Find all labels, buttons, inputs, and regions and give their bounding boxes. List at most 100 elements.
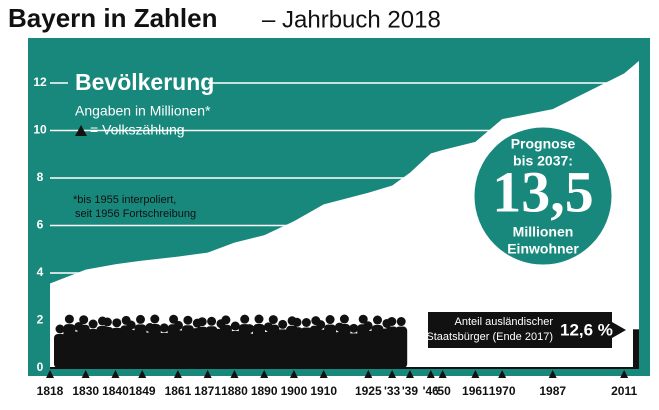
x-tick-mark	[173, 370, 182, 378]
chart-title: Bayern in Zahlen	[8, 3, 218, 33]
x-tick-mark	[46, 370, 54, 378]
footnote: seit 1956 Fortschreibung	[75, 208, 196, 220]
person-head	[245, 324, 255, 334]
y-tick-label: 10	[33, 123, 47, 137]
heading-bg	[68, 70, 208, 98]
person-head	[102, 317, 112, 327]
person-body	[148, 324, 161, 368]
y-tick-label: 4	[37, 265, 44, 279]
person-body	[205, 326, 218, 368]
person-head	[197, 317, 207, 327]
share-pointer	[612, 322, 626, 338]
person-head	[301, 318, 311, 328]
x-tick-mark	[438, 370, 447, 378]
x-tick-label: 2011	[611, 384, 637, 398]
person-body	[181, 325, 194, 368]
person-body	[324, 324, 337, 368]
person-body	[291, 327, 303, 368]
person-head	[136, 314, 145, 324]
person-body	[63, 324, 76, 368]
heading: Bevölkerung	[75, 69, 214, 95]
person-head	[207, 316, 217, 326]
person-body	[77, 324, 90, 368]
x-tick-label: 1840	[102, 384, 129, 398]
person-head	[325, 315, 335, 325]
x-tick-mark	[364, 370, 373, 378]
x-tick-mark	[260, 370, 269, 378]
person-body	[158, 332, 171, 368]
person-head	[174, 320, 183, 330]
forecast-text: bis 2037:	[513, 153, 573, 169]
x-tick-mark	[138, 370, 147, 378]
forecast-value: 13,5	[492, 159, 594, 224]
person-body	[54, 334, 66, 368]
share-bar	[633, 329, 639, 368]
person-body	[243, 333, 256, 368]
person-head	[230, 321, 240, 331]
area	[50, 60, 639, 368]
forecast-text: Millionen	[513, 224, 574, 240]
person-body	[125, 330, 138, 368]
person-body	[395, 326, 408, 368]
person-head	[88, 319, 98, 329]
person-body	[87, 329, 100, 368]
x-tick-label: 1871	[194, 384, 221, 398]
person-head	[55, 324, 65, 334]
x-tick-mark	[289, 370, 298, 378]
x-tick-mark	[620, 370, 629, 378]
person-head	[79, 315, 89, 325]
forecast-circle	[471, 124, 615, 268]
x-tick-label: 1961	[462, 384, 489, 398]
person-body	[338, 324, 351, 368]
person-body	[347, 333, 360, 368]
person-body	[276, 329, 289, 368]
person-head	[254, 314, 264, 324]
person-head	[169, 314, 179, 324]
x-tick-label: 1830	[72, 384, 99, 398]
person-head	[183, 315, 193, 325]
person-body	[253, 324, 265, 368]
person-head	[126, 320, 136, 330]
person-head	[112, 318, 122, 328]
person-head	[363, 321, 373, 331]
person-head	[387, 316, 397, 326]
person-head	[64, 314, 74, 324]
legend-triangle	[75, 125, 87, 136]
legend-note: = Volkszählung	[90, 122, 185, 138]
x-tick-label: 1987	[539, 384, 566, 398]
person-body	[172, 330, 185, 368]
x-tick-mark	[319, 370, 328, 378]
x-tick-mark	[388, 370, 397, 378]
person-body	[314, 329, 327, 368]
y-tick-label: 6	[37, 218, 44, 232]
y-tick-label: 0	[37, 360, 44, 374]
person-head	[396, 317, 406, 327]
x-tick-label: '46	[423, 384, 440, 398]
x-tick-mark	[405, 370, 414, 378]
person-body	[362, 330, 375, 368]
share-label: Anteil ausländischer	[455, 316, 554, 328]
chart-subtitle: – Jahrbuch 2018	[262, 6, 441, 33]
x-tick-label: 1818	[37, 384, 64, 398]
x-tick-label: '39	[402, 384, 419, 398]
person-head	[316, 320, 326, 330]
person-body	[229, 331, 242, 368]
x-tick-mark	[471, 370, 480, 378]
person-body	[267, 324, 280, 368]
y-tick-label: 8	[37, 170, 44, 184]
x-tick-label: '33	[384, 384, 401, 398]
person-body	[196, 326, 209, 368]
person-head	[150, 314, 160, 324]
person-body	[219, 324, 232, 368]
share-value: 12,6 %	[560, 320, 613, 339]
person-body	[110, 327, 123, 368]
person-head	[373, 315, 382, 325]
person-head	[278, 319, 288, 329]
x-tick-label: 1925	[355, 384, 382, 398]
x-tick-label: 1970	[489, 384, 516, 398]
person-head	[240, 314, 250, 324]
x-tick-mark	[498, 370, 507, 378]
crowd	[54, 314, 408, 368]
forecast-text: Prognose	[511, 136, 576, 152]
x-tick-label: 1900	[281, 384, 308, 398]
